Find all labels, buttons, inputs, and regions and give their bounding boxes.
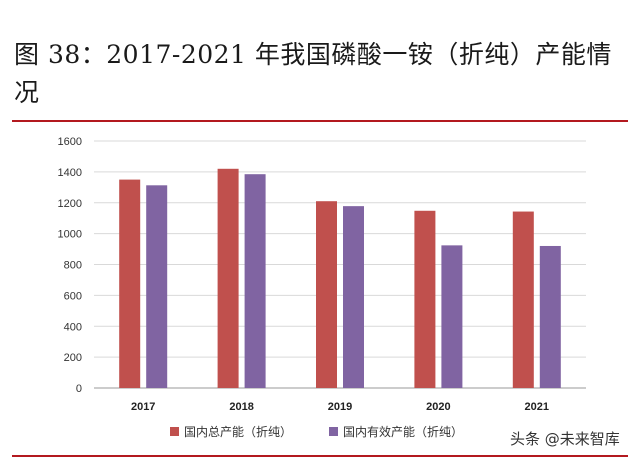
y-tick-label: 1000 [58, 229, 82, 241]
watermark: 头条 @未来智库 [510, 430, 620, 448]
bar-total-2021 [512, 211, 534, 388]
x-tick-label: 2020 [426, 401, 450, 413]
legend-swatch [170, 427, 179, 436]
bar-total-2020 [414, 210, 436, 388]
x-tick-label: 2019 [328, 401, 352, 413]
y-tick-label: 1400 [58, 167, 82, 179]
y-tick-label: 800 [64, 260, 82, 272]
y-tick-label: 1600 [58, 136, 82, 148]
figure-title: 图 38：2017-2021 年我国磷酸一铵（折纯）产能情况 [14, 40, 612, 107]
grid-lines [94, 140, 586, 389]
x-axis-ticks: 2017 2018 2019 2020 2021 [131, 401, 549, 413]
bar-effective-2020 [441, 245, 463, 388]
y-axis-ticks: 0 200 400 600 800 1000 1200 1400 1600 [58, 136, 82, 395]
y-tick-label: 200 [64, 352, 82, 364]
y-tick-label: 600 [64, 290, 82, 302]
title-divider [12, 120, 628, 122]
bar-effective-2018 [244, 174, 266, 388]
y-tick-label: 1200 [58, 198, 82, 210]
x-tick-label: 2021 [525, 401, 549, 413]
bar-effective-2019 [343, 206, 364, 388]
bar-total-2018 [217, 168, 239, 388]
bar-total-2017 [119, 179, 141, 388]
y-tick-label: 400 [64, 321, 82, 333]
bottom-divider [12, 455, 628, 457]
bar-total-2019 [316, 201, 337, 388]
y-tick-label: 0 [76, 383, 82, 395]
bar-effective-2021 [539, 245, 561, 388]
legend-label: 国内有效产能（折纯） [343, 424, 463, 439]
bars [119, 168, 561, 388]
legend-label: 国内总产能（折纯） [184, 424, 292, 439]
x-tick-label: 2017 [131, 401, 155, 413]
x-tick-label: 2018 [229, 401, 253, 413]
legend-swatch [329, 427, 338, 436]
bar-effective-2017 [146, 185, 168, 388]
legend: 国内总产能（折纯） 国内有效产能（折纯） [170, 424, 463, 439]
